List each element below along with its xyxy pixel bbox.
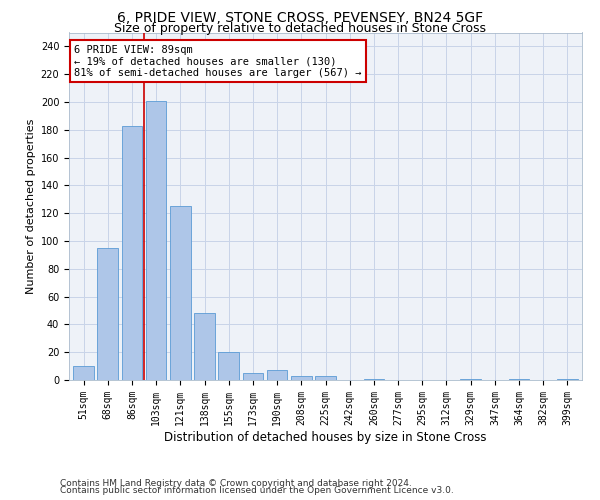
Text: Size of property relative to detached houses in Stone Cross: Size of property relative to detached ho… <box>114 22 486 35</box>
Bar <box>509 378 529 380</box>
Text: 6, PRIDE VIEW, STONE CROSS, PEVENSEY, BN24 5GF: 6, PRIDE VIEW, STONE CROSS, PEVENSEY, BN… <box>117 11 483 25</box>
Bar <box>97 248 118 380</box>
Bar <box>460 378 481 380</box>
Bar <box>73 366 94 380</box>
Bar <box>170 206 191 380</box>
Bar <box>242 373 263 380</box>
X-axis label: Distribution of detached houses by size in Stone Cross: Distribution of detached houses by size … <box>164 430 487 444</box>
Bar <box>315 376 336 380</box>
Text: 6 PRIDE VIEW: 89sqm
← 19% of detached houses are smaller (130)
81% of semi-detac: 6 PRIDE VIEW: 89sqm ← 19% of detached ho… <box>74 44 362 78</box>
Y-axis label: Number of detached properties: Number of detached properties <box>26 118 37 294</box>
Bar <box>146 100 166 380</box>
Bar <box>557 378 578 380</box>
Bar <box>267 370 287 380</box>
Bar <box>194 314 215 380</box>
Bar <box>122 126 142 380</box>
Bar <box>291 376 311 380</box>
Bar <box>364 378 384 380</box>
Text: Contains public sector information licensed under the Open Government Licence v3: Contains public sector information licen… <box>60 486 454 495</box>
Text: Contains HM Land Registry data © Crown copyright and database right 2024.: Contains HM Land Registry data © Crown c… <box>60 478 412 488</box>
Bar <box>218 352 239 380</box>
